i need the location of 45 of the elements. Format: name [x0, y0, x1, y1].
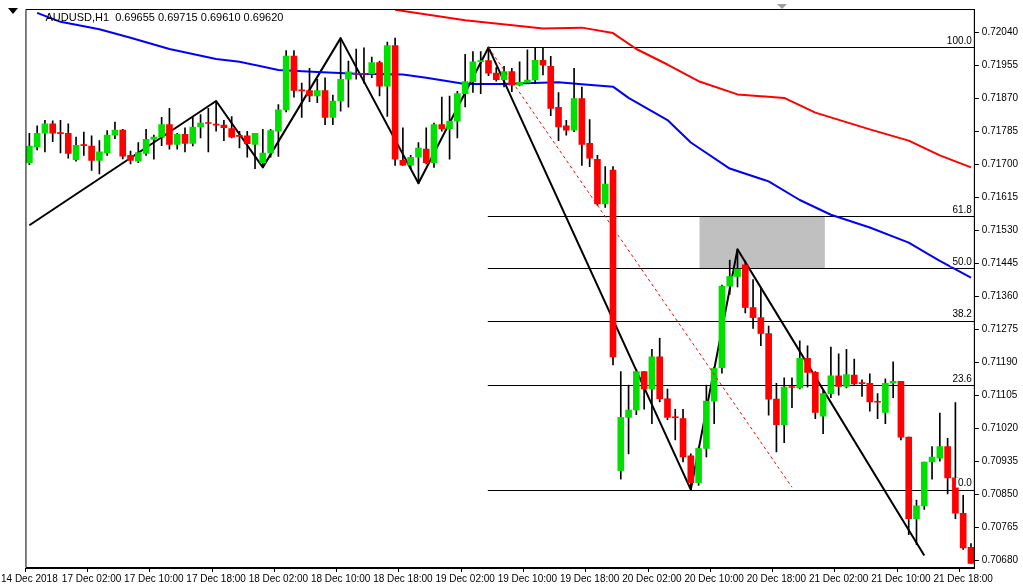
y-tick-label: 0.71530 — [981, 224, 1019, 236]
candlestick — [313, 78, 321, 103]
x-tick-label: 17 Dec 02:00 — [61, 572, 122, 584]
x-tick-label: 21 Dec 02:00 — [808, 572, 869, 584]
x-tick-label: 19 Dec 18:00 — [559, 572, 620, 584]
y-tick-label: 0.71870 — [981, 92, 1019, 104]
y-tick-label: 0.71615 — [981, 191, 1019, 203]
y-tick-label: 0.70765 — [981, 520, 1019, 532]
x-tick-label: 17 Dec 10:00 — [124, 572, 185, 584]
y-tick-label: 0.71105 — [981, 389, 1018, 400]
y-tick-label: 0.71190 — [981, 356, 1018, 368]
x-tick-label: 19 Dec 02:00 — [435, 572, 496, 584]
annotation: 61.8 — [952, 204, 973, 216]
x-tick-label: 21 Dec 18:00 — [933, 572, 994, 584]
annotation: 100.0 — [946, 35, 973, 47]
y-tick-label: 0.70850 — [981, 487, 1019, 499]
y-tick-label: 0.71275 — [981, 323, 1019, 335]
y-tick-label: 0.72040 — [981, 26, 1019, 38]
x-tick-label: 20 Dec 02:00 — [622, 572, 683, 584]
candlestick — [259, 129, 267, 168]
x-tick-label: 20 Dec 18:00 — [746, 572, 807, 584]
y-tick-label: 0.71445 — [981, 257, 1019, 269]
annotation: 38.2 — [952, 308, 973, 320]
chart-title: AUDUSD,H1 0.69655 0.69715 0.69610 0.69620 — [45, 10, 284, 23]
y-tick-label: 0.71785 — [981, 125, 1019, 137]
y-tick-label: 0.71700 — [981, 158, 1019, 170]
candlestick — [150, 134, 158, 160]
y-tick-label: 0.70935 — [981, 455, 1019, 466]
x-tick-label: 18 Dec 10:00 — [310, 572, 371, 584]
candlestick — [80, 131, 88, 156]
x-tick-label: 18 Dec 02:00 — [248, 572, 309, 584]
x-tick-label: 14 Dec 2018 — [1, 572, 59, 584]
annotation: 50.0 — [952, 256, 973, 268]
y-tick-label: 0.70680 — [981, 553, 1019, 565]
x-tick-label: 20 Dec 10:00 — [684, 572, 745, 584]
x-tick-label: 17 Dec 18:00 — [186, 572, 247, 584]
x-tick-label: 18 Dec 18:00 — [373, 572, 434, 584]
y-tick-label: 0.71955 — [981, 59, 1019, 71]
annotation: 0.0 — [957, 477, 973, 489]
y-tick-label: 0.71020 — [981, 422, 1019, 433]
candlestick — [438, 96, 446, 132]
x-tick-label: 21 Dec 10:00 — [871, 572, 932, 584]
x-tick-label: 19 Dec 10:00 — [497, 572, 558, 584]
y-tick-label: 0.71360 — [981, 290, 1019, 302]
annotation: 23.6 — [952, 372, 973, 384]
